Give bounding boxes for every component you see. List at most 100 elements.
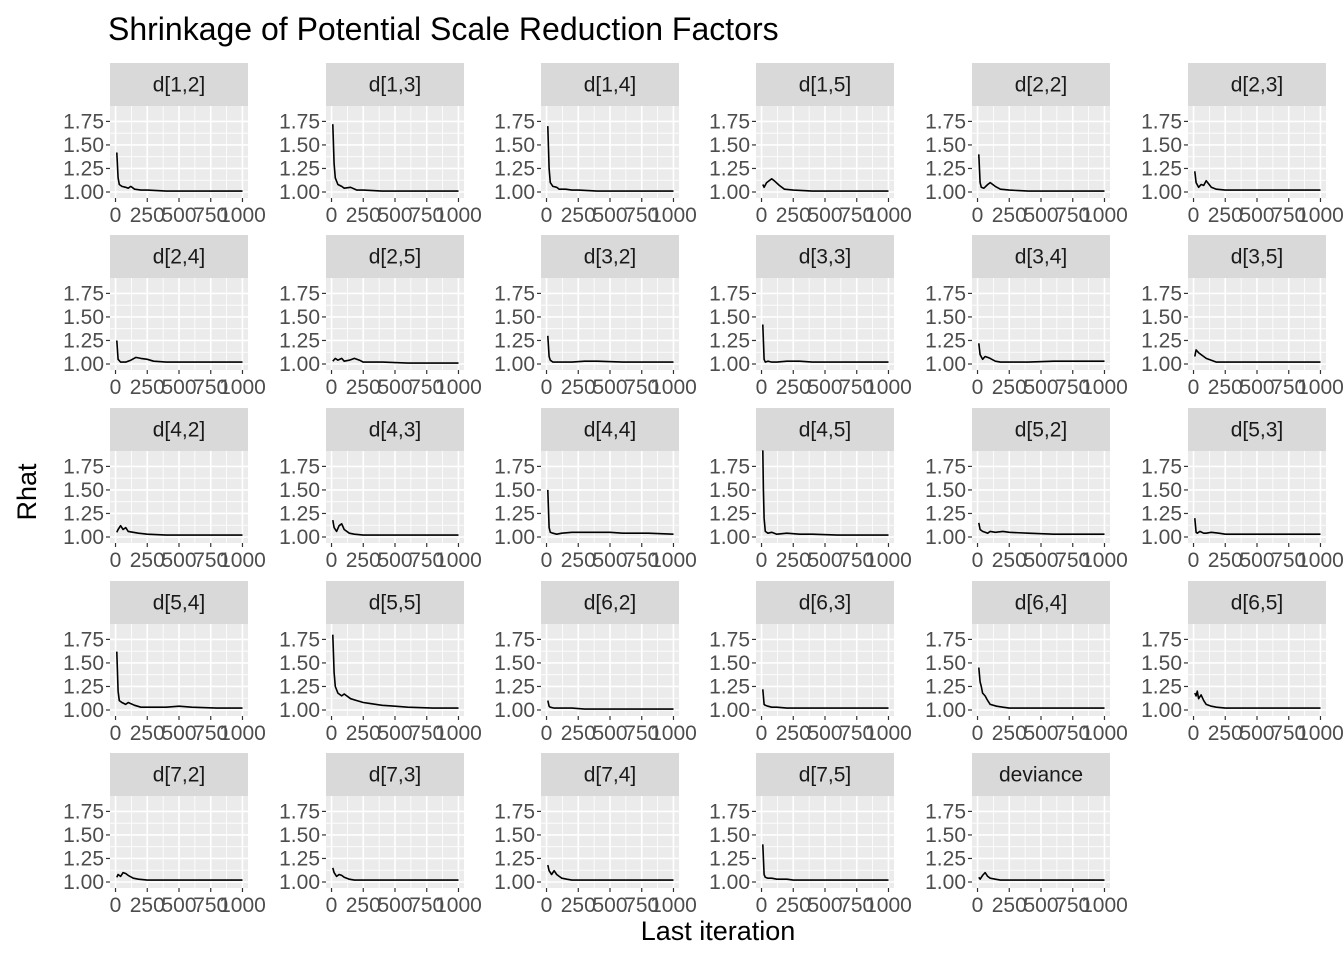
x-tick-label: 750 — [193, 722, 228, 745]
x-tick-label: 250 — [346, 894, 381, 917]
x-tick-label: 1000 — [435, 376, 482, 399]
y-tick-label: 1.75 — [63, 628, 104, 651]
x-tick-label: 0 — [326, 376, 338, 399]
y-tick-label: 1.25 — [279, 329, 320, 352]
facet-strip — [326, 581, 464, 624]
y-tick-label: 1.75 — [1141, 455, 1182, 478]
x-tick-label: 250 — [130, 376, 165, 399]
y-tick-label: 1.25 — [1141, 675, 1182, 698]
y-tick-label: 1.25 — [709, 847, 750, 870]
facet-strip-label: d[6,4] — [1015, 592, 1068, 615]
x-tick-label: 750 — [409, 204, 444, 227]
x-tick-label: 250 — [1208, 722, 1243, 745]
x-tick-label: 0 — [110, 722, 122, 745]
y-tick-label: 1.50 — [709, 824, 750, 847]
y-tick-label: 1.75 — [279, 628, 320, 651]
x-tick-label: 0 — [541, 204, 553, 227]
x-tick-label: 0 — [110, 204, 122, 227]
x-tick-label: 750 — [1055, 722, 1090, 745]
facet-strip — [1188, 63, 1326, 106]
facet-strip — [972, 753, 1110, 796]
y-tick-label: 1.75 — [63, 455, 104, 478]
x-tick-label: 0 — [972, 376, 984, 399]
rhat-line — [1194, 518, 1321, 536]
facet-strip — [756, 581, 894, 624]
x-tick-label: 0 — [541, 894, 553, 917]
x-tick-label: 250 — [346, 204, 381, 227]
x-tick-label: 250 — [1208, 549, 1243, 572]
x-tick-label: 0 — [756, 549, 768, 572]
y-tick-label: 1.00 — [279, 871, 320, 894]
x-tick-label: 0 — [756, 204, 768, 227]
x-tick-label: 1000 — [219, 376, 266, 399]
y-tick-label: 1.25 — [279, 157, 320, 180]
y-tick-label: 1.25 — [925, 329, 966, 352]
x-tick-label: 1000 — [650, 376, 697, 399]
facet-strip-label: d[7,5] — [799, 764, 852, 787]
x-tick-label: 750 — [193, 376, 228, 399]
facet-strip-label: d[6,3] — [799, 592, 852, 615]
rhat-line — [332, 357, 459, 364]
x-tick-label: 750 — [1271, 376, 1306, 399]
y-tick-label: 1.50 — [925, 306, 966, 329]
facet-strip-label: d[1,2] — [153, 74, 206, 97]
y-tick-label: 1.25 — [925, 502, 966, 525]
x-tick-label: 1000 — [219, 722, 266, 745]
x-tick-label: 0 — [1188, 204, 1200, 227]
y-tick-label: 1.50 — [925, 824, 966, 847]
x-tick-label: 500 — [807, 376, 842, 399]
y-tick-label: 1.25 — [279, 675, 320, 698]
y-tick-label: 1.50 — [1141, 652, 1182, 675]
x-tick-label: 1000 — [865, 894, 912, 917]
y-tick-label: 1.75 — [279, 800, 320, 823]
x-tick-label: 500 — [592, 204, 627, 227]
facet-strip-label: d[7,2] — [153, 764, 206, 787]
rhat-line — [762, 450, 889, 536]
facet-strip-label: d[2,4] — [153, 246, 206, 269]
x-tick-label: 250 — [992, 376, 1027, 399]
x-tick-label: 750 — [409, 722, 444, 745]
y-tick-label: 1.50 — [1141, 134, 1182, 157]
y-tick-label: 1.75 — [925, 110, 966, 133]
facet-strip-label: d[6,2] — [584, 592, 637, 615]
facet-strip — [110, 581, 248, 624]
x-tick-label: 0 — [972, 722, 984, 745]
x-tick-label: 0 — [1188, 549, 1200, 572]
x-tick-label: 1000 — [1297, 722, 1344, 745]
facet-strip — [1188, 235, 1326, 278]
x-tick-label: 500 — [1023, 894, 1058, 917]
facet-strip — [972, 235, 1110, 278]
x-tick-label: 250 — [992, 204, 1027, 227]
rhat-line — [116, 524, 243, 536]
x-tick-label: 250 — [1208, 376, 1243, 399]
x-tick-label: 750 — [1055, 376, 1090, 399]
x-tick-label: 500 — [1239, 722, 1274, 745]
facet-strip — [541, 63, 679, 106]
y-tick-label: 1.75 — [1141, 282, 1182, 305]
y-tick-label: 1.75 — [1141, 628, 1182, 651]
x-tick-label: 750 — [409, 549, 444, 572]
x-tick-label: 1000 — [1297, 376, 1344, 399]
facet-strip — [756, 753, 894, 796]
facet-strip-label: d[7,4] — [584, 764, 637, 787]
x-tick-label: 250 — [992, 722, 1027, 745]
x-tick-label: 750 — [1055, 894, 1090, 917]
y-tick-label: 1.50 — [279, 824, 320, 847]
y-tick-label: 1.75 — [709, 455, 750, 478]
x-tick-label: 750 — [193, 204, 228, 227]
y-tick-label: 1.75 — [279, 455, 320, 478]
y-tick-label: 1.75 — [709, 628, 750, 651]
x-tick-label: 1000 — [435, 722, 482, 745]
facet-strip — [756, 63, 894, 106]
y-tick-label: 1.25 — [1141, 329, 1182, 352]
rhat-line — [116, 651, 243, 709]
y-tick-label: 1.00 — [279, 181, 320, 204]
x-tick-label: 1000 — [1297, 204, 1344, 227]
